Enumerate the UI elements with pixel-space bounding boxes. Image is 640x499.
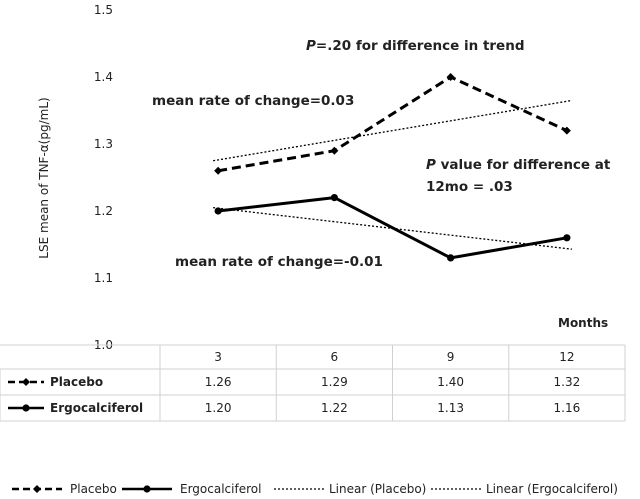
p12-text: value for difference at: [436, 157, 611, 173]
y-tick-label-4: 1.4: [94, 70, 113, 84]
y-tick-label-2: 1.2: [94, 204, 113, 218]
p12-annotation-line1: P value for difference at: [426, 157, 611, 173]
series-point-1-0: [214, 207, 222, 215]
trendline-0: [213, 99, 572, 162]
series-point-1-2: [447, 254, 455, 262]
table-cell-1-0: 1.20: [205, 401, 232, 415]
series-lines: [214, 73, 571, 262]
series-point-1-1: [330, 194, 338, 202]
table-cell-0-3: 1.32: [554, 375, 581, 389]
ergo-rate-annotation: mean rate of change=-0.01: [175, 254, 383, 270]
y-axis-ticks: 1.01.11.21.31.41.5: [94, 3, 113, 352]
x-tick-label-2: 9: [447, 350, 455, 364]
series-line-1: [217, 196, 568, 260]
series-ergocalciferol: [214, 194, 571, 262]
legend-trend-label-0: Linear (Placebo): [329, 482, 426, 496]
legend: Placebo Ergocalciferol Linear (Placebo) Lin…: [12, 482, 618, 496]
y-tick-label-3: 1.3: [94, 137, 113, 151]
x-tick-label-0: 3: [214, 350, 222, 364]
annotations: P=.20 for difference in trend mean rate …: [152, 38, 611, 270]
series-point-0-3: [562, 126, 571, 135]
table-cell-0-2: 1.40: [437, 375, 464, 389]
legend-marker-1: [143, 485, 151, 493]
table-row-marker-1: [22, 404, 30, 412]
p12-italic: P: [426, 157, 436, 173]
x-tick-label-1: 6: [331, 350, 339, 364]
table-row-label-0: Placebo: [50, 375, 103, 389]
p12-annotation-line2: 12mo = .03: [426, 179, 513, 195]
series-point-0-1: [330, 146, 339, 155]
legend-label-1: Ergocalciferol: [180, 482, 261, 496]
series-point-1-3: [563, 234, 571, 242]
table-row-label-1: Ergocalciferol: [50, 401, 143, 415]
table-cell-0-1: 1.29: [321, 375, 348, 389]
table-cell-0-0: 1.26: [205, 375, 232, 389]
table-cell-1-2: 1.13: [437, 401, 464, 415]
y-axis-title: LSE mean of TNF-α(pg/mL): [37, 97, 51, 258]
trend-p-annotation: P=.20 for difference in trend: [306, 38, 524, 54]
trend-p-text: =.20 for difference in trend: [316, 38, 525, 54]
legend-trend-label-1: Linear (Ergocalciferol): [486, 482, 618, 496]
series-point-0-2: [446, 73, 455, 81]
placebo-rate-annotation: mean rate of change=0.03: [152, 93, 354, 109]
y-tick-label-5: 1.5: [94, 3, 113, 17]
table-row-placebo: Placebo 1.26 1.29 1.40 1.32: [8, 375, 580, 389]
x-tick-label-3: 12: [559, 350, 574, 364]
series-line-0: [217, 75, 568, 173]
table-row-ergocalciferol: Ergocalciferol 1.20 1.22 1.13 1.16: [8, 401, 580, 415]
x-axis-title: Months: [558, 316, 608, 330]
table-cell-1-1: 1.22: [321, 401, 348, 415]
legend-marker-0: [33, 485, 41, 493]
table-row-marker-0: [22, 378, 30, 386]
data-table: Months 3 6 9 12 Placebo 1.26 1.29 1.40 1.32 Ergoc…: [0, 316, 626, 422]
trend-p-italic: P: [306, 38, 316, 54]
series-point-0-0: [214, 166, 223, 175]
table-cell-1-3: 1.16: [554, 401, 581, 415]
y-tick-label-1: 1.1: [94, 271, 113, 285]
legend-label-0: Placebo: [70, 482, 117, 496]
series-placebo: [214, 73, 571, 175]
